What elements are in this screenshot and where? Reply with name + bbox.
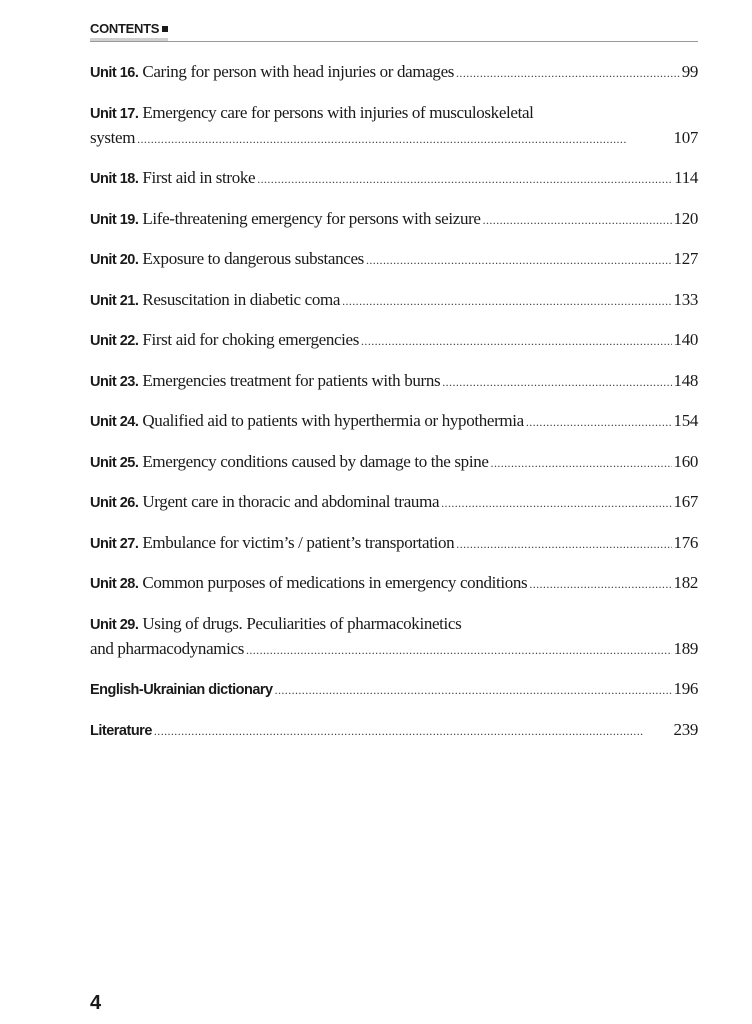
dot-leader [342,289,671,313]
entry-page: 189 [673,638,699,658]
entry-title: First aid for choking emergencies [142,330,360,349]
unit-label: Unit 23. [90,373,139,390]
unit-label: Unit 24. [90,414,139,430]
entry-title: Urgent care in thoracic and abdominal tr… [142,492,440,511]
toc-entry[interactable]: Unit 26. Urgent care in thoracic and abdo… [90,490,698,515]
entry-title: Embulance for victim’s / patient’s trans… [142,532,455,552]
toc-entry[interactable]: Unit 17. Emergency care for persons with … [90,101,698,151]
dot-leader [483,208,672,232]
entry-title-continued: system [90,127,136,147]
unit-label: Unit 20. [90,252,139,268]
entry-title: Caring for person with head injuries or … [142,62,455,81]
entry-page: 133 [673,289,699,309]
unit-label: Unit 28. [90,576,139,592]
dot-leader [529,572,671,596]
header-rule [90,41,698,42]
entry-title: Qualified aid to patients with hyperther… [142,411,524,430]
table-of-contents: Unit 16. Caring for person with head inju… [90,60,698,758]
entry-page: 239 [673,719,699,739]
entry-title: Emergency care for persons with injuries… [142,102,534,122]
dot-leader [491,451,672,475]
dot-leader [442,370,671,394]
square-icon [162,26,169,32]
toc-entry[interactable]: Unit 16. Caring for person with head inju… [90,60,698,85]
dot-leader [275,678,672,702]
dot-leader [456,532,671,556]
toc-entry[interactable]: Unit 28. Common purposes of medications i… [90,571,698,596]
unit-label: Unit 16. [90,65,139,81]
toc-entry[interactable]: Unit 24. Qualified aid to patients with h… [90,409,698,434]
dot-leader [361,329,672,353]
entry-page: 114 [674,168,698,187]
entry-title: Exposure to dangerous substances [142,249,364,268]
entry-title: English-Ukrainian dictionary [90,682,273,698]
toc-entry[interactable]: Unit 19. Life-threatening emergency for p… [90,207,698,232]
unit-label: Unit 29. [90,616,139,633]
dot-leader [526,410,672,434]
running-header: CONTENTS [90,20,698,42]
entry-page: 120 [673,208,699,228]
unit-label: Unit 22. [90,333,139,349]
unit-label: Unit 18. [90,171,139,187]
header-title: CONTENTS [90,21,169,41]
unit-label: Unit 26. [90,495,139,511]
entry-page: 107 [673,127,699,147]
entry-title-continued: and pharmacodynamics [90,638,244,658]
toc-entry[interactable]: Unit 18.First aid in stroke 114 [90,166,698,191]
entry-title: Life-threatening emergency for persons w… [142,208,481,228]
entry-page: 160 [673,451,699,471]
entry-title: First aid in stroke [142,168,256,187]
entry-title: Emergency conditions caused by damage to… [142,451,489,471]
unit-label: Unit 27. [90,535,139,552]
unit-label: Unit 21. [90,292,139,309]
page-number: 4 [90,992,102,1014]
entry-title: Common purposes of medications in emerge… [142,573,528,592]
dot-leader [257,167,672,191]
toc-entry[interactable]: Unit 23. Emergencies treatment for patien… [90,369,698,394]
toc-entry[interactable]: Unit 25. Emergency conditions caused by d… [90,450,698,475]
entry-page: 176 [673,532,699,552]
dot-leader [366,248,672,272]
unit-label: Unit 25. [90,454,139,471]
entry-page: 182 [673,573,699,592]
toc-entry[interactable]: Unit 29. Using of drugs. Peculiarities of… [90,612,698,662]
entry-page: 167 [673,492,699,511]
unit-label: Unit 17. [90,105,139,122]
entry-page: 148 [673,370,699,390]
dot-leader [441,491,671,515]
toc-entry[interactable]: Unit 21.Resuscitation in diabetic coma 13… [90,288,698,313]
unit-label: Unit 19. [90,211,139,228]
entry-title: Using of drugs. Peculiarities of pharmac… [142,613,462,633]
entry-page: 127 [673,249,699,268]
entry-page: 140 [673,330,699,349]
toc-entry[interactable]: English-Ukrainian dictionary 196 [90,677,698,702]
entry-page: 99 [681,62,699,81]
toc-entry[interactable]: Unit 20. Exposure to dangerous substances… [90,247,698,272]
entry-title: Emergencies treatment for patients with … [142,370,441,390]
entry-title: Resuscitation in diabetic coma [142,289,341,309]
toc-entry[interactable]: Literature 239 [90,718,698,743]
dot-leader [456,61,680,85]
entry-page: 154 [673,411,699,430]
dot-leader [246,638,672,662]
toc-entry[interactable]: Unit 27. Embulance for victim’s / patient… [90,531,698,556]
dot-leader [154,719,672,743]
dot-leader [137,127,671,151]
toc-entry[interactable]: Unit 22. First aid for choking emergencie… [90,328,698,353]
entry-title: Literature [90,722,152,739]
header-title-text: CONTENTS [90,21,160,36]
entry-page: 196 [673,679,699,698]
